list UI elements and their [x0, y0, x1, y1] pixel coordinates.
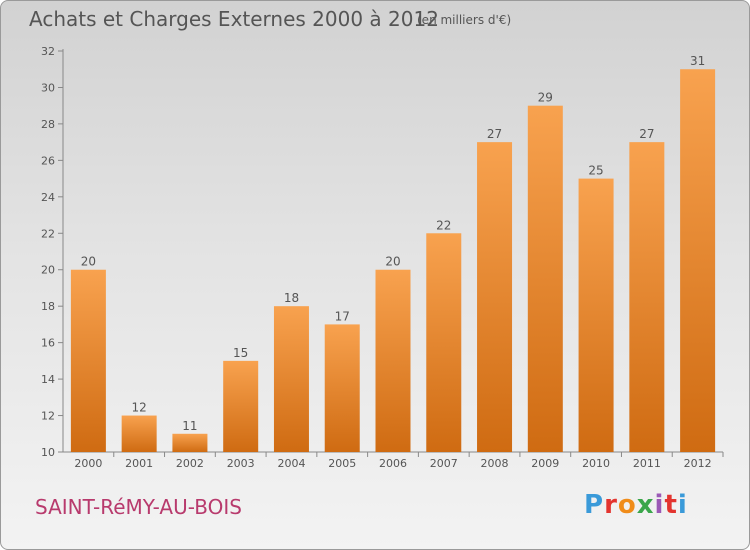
bar — [680, 69, 716, 453]
y-tick-label: 12 — [41, 410, 55, 423]
x-tick-label: 2011 — [633, 457, 661, 470]
bar — [70, 269, 106, 452]
logo-letter: i — [677, 490, 688, 520]
x-tick-label: 2007 — [430, 457, 458, 470]
logo-letter: r — [604, 490, 618, 520]
logo-letter: o — [617, 490, 637, 520]
proxiti-logo[interactable]: Proxiti — [584, 490, 688, 520]
data-label: 15 — [233, 346, 248, 360]
bars — [70, 69, 716, 453]
data-label: 27 — [487, 127, 502, 141]
bar — [629, 142, 665, 453]
data-label: 11 — [182, 419, 197, 433]
x-tick-label: 2009 — [531, 457, 559, 470]
data-label: 20 — [81, 255, 96, 269]
x-tick-label: 2000 — [74, 457, 102, 470]
bar — [426, 233, 462, 452]
logo-letter: P — [584, 490, 605, 520]
y-tick-label: 10 — [41, 446, 55, 459]
data-label: 22 — [436, 218, 451, 232]
y-tick-label: 18 — [41, 300, 55, 313]
data-label: 31 — [690, 54, 705, 68]
bar — [121, 415, 157, 452]
chart-title: Achats et Charges Externes 2000 à 2012 — [29, 7, 439, 31]
y-tick-label: 30 — [41, 81, 55, 94]
bar — [324, 324, 360, 452]
data-label: 27 — [639, 127, 654, 141]
y-tick-label: 22 — [41, 227, 55, 240]
chart-subtitle: (en milliers d'€) — [417, 13, 512, 27]
logo-letter: x — [636, 490, 655, 520]
bar — [172, 433, 208, 452]
y-tick-label: 28 — [41, 118, 55, 131]
x-tick-label: 2003 — [227, 457, 255, 470]
logo-letter: t — [664, 490, 678, 520]
x-tick-label: 2002 — [176, 457, 204, 470]
data-label: 12 — [132, 401, 147, 415]
y-tick-label: 24 — [41, 191, 55, 204]
x-tick-label: 2010 — [582, 457, 610, 470]
x-tick-label: 2008 — [481, 457, 509, 470]
y-tick-label: 16 — [41, 337, 55, 350]
y-tick-label: 14 — [41, 373, 55, 386]
commune-name: SAINT-RéMY-AU-BOIS — [35, 495, 242, 519]
data-label: 29 — [538, 91, 553, 105]
x-tick-label: 2004 — [277, 457, 305, 470]
bar — [578, 178, 614, 452]
bar — [273, 306, 309, 452]
y-tick-label: 20 — [41, 264, 55, 277]
bar — [527, 105, 563, 452]
x-tick-label: 2001 — [125, 457, 153, 470]
data-label: 25 — [588, 164, 603, 178]
y-tick-label: 26 — [41, 154, 55, 167]
bar — [223, 360, 259, 452]
axes: 10 12 14 16 18 20 22 24 26 28 30 32 2000 2001 2002 2003… — [41, 45, 724, 470]
data-label: 20 — [385, 255, 400, 269]
bar — [477, 142, 513, 453]
data-label: 17 — [335, 309, 350, 323]
x-tick-label: 2012 — [684, 457, 712, 470]
x-tick-label: 2005 — [328, 457, 356, 470]
data-label: 18 — [284, 291, 299, 305]
data-labels: 20 12 11 15 18 17 20 22 27 29 25 27 31 — [81, 54, 706, 433]
logo-letter: i — [654, 490, 665, 520]
y-tick-label: 32 — [41, 45, 55, 58]
x-tick-label: 2006 — [379, 457, 407, 470]
bar — [375, 269, 411, 452]
